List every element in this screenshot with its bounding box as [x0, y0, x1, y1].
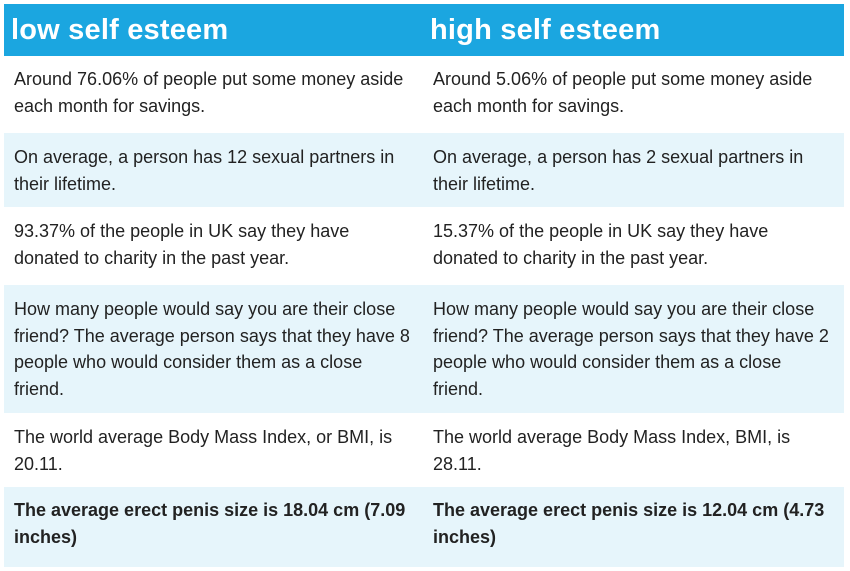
cell-low-size: The average erect penis size is 18.04 cm… [14, 500, 406, 547]
comparison-table: low self esteem high self esteem Around … [4, 4, 844, 567]
cell-high-charity: 15.37% of the people in UK say they have… [433, 221, 769, 268]
cell-low-partners: On average, a person has 12 sexual partn… [14, 147, 395, 194]
header-low-self-esteem: low self esteem [11, 13, 229, 46]
cell-high-savings: Around 5.06% of people put some money as… [433, 69, 813, 116]
cell-high-partners: On average, a person has 2 sexual partne… [433, 147, 804, 194]
table-row: On average, a person has 12 sexual partn… [4, 133, 844, 207]
table-row: 93.37% of the people in UK say they have… [4, 207, 844, 285]
header-high-self-esteem: high self esteem [430, 13, 661, 46]
cell-high-bmi: The world average Body Mass Index, BMI, … [433, 427, 791, 474]
cell-low-friends: How many people would say you are their … [14, 299, 410, 399]
cell-low-bmi: The world average Body Mass Index, or BM… [14, 427, 393, 474]
table-header: low self esteem high self esteem [4, 4, 844, 56]
cell-low-savings: Around 76.06% of people put some money a… [14, 69, 404, 116]
table-row: Around 76.06% of people put some money a… [4, 56, 844, 133]
table-row: The world average Body Mass Index, or BM… [4, 413, 844, 487]
cell-low-charity: 93.37% of the people in UK say they have… [14, 221, 350, 268]
table-row: How many people would say you are their … [4, 285, 844, 413]
table-row: The average erect penis size is 18.04 cm… [4, 487, 844, 567]
cell-high-size: The average erect penis size is 12.04 cm… [433, 500, 825, 547]
cell-high-friends: How many people would say you are their … [433, 299, 829, 399]
